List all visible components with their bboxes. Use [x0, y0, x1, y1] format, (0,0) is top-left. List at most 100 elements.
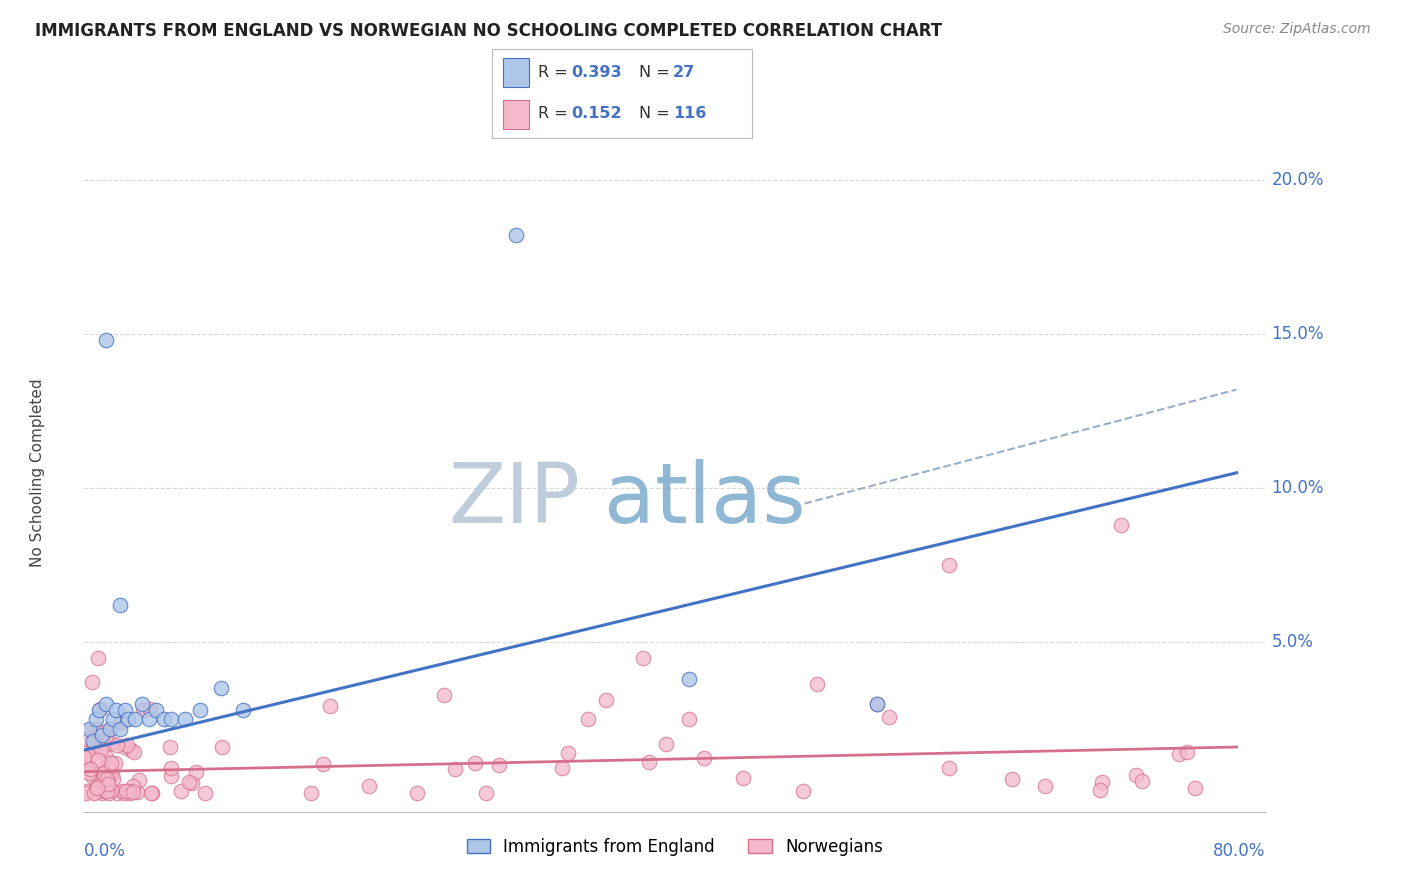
- Point: [1175, 745, 1198, 759]
- Point: [806, 677, 828, 691]
- Point: [84, 722, 107, 736]
- Point: [209, 681, 232, 696]
- Point: [79, 749, 101, 764]
- Bar: [502, 100, 529, 129]
- Bar: [502, 58, 529, 87]
- Point: [94, 750, 117, 764]
- Point: [132, 703, 155, 717]
- Point: [488, 758, 510, 772]
- Point: [188, 703, 211, 717]
- Point: [97, 786, 120, 800]
- Point: [93, 783, 115, 797]
- Point: [100, 756, 122, 770]
- Point: [117, 712, 139, 726]
- Point: [1125, 768, 1147, 782]
- Point: [110, 722, 132, 736]
- Point: [865, 697, 887, 711]
- Point: [114, 703, 136, 717]
- Text: 0.152: 0.152: [571, 106, 621, 121]
- Point: [160, 769, 183, 783]
- Point: [122, 785, 145, 799]
- Point: [557, 747, 579, 761]
- Text: 27: 27: [673, 65, 695, 80]
- Point: [125, 785, 148, 799]
- Point: [101, 712, 124, 726]
- Point: [128, 772, 150, 787]
- Text: 10.0%: 10.0%: [1271, 479, 1324, 497]
- Point: [86, 753, 108, 767]
- Point: [654, 737, 676, 751]
- Point: [107, 786, 129, 800]
- Point: [131, 697, 153, 711]
- Point: [433, 688, 456, 702]
- Point: [89, 763, 111, 777]
- Point: [90, 742, 112, 756]
- Text: Source: ZipAtlas.com: Source: ZipAtlas.com: [1223, 22, 1371, 37]
- Point: [631, 651, 654, 665]
- Point: [96, 772, 118, 787]
- Point: [87, 650, 110, 665]
- Point: [194, 786, 217, 800]
- Point: [114, 784, 136, 798]
- Point: [90, 728, 112, 742]
- Point: [94, 781, 117, 796]
- Point: [97, 777, 120, 791]
- Point: [186, 764, 208, 779]
- Text: 20.0%: 20.0%: [1271, 171, 1324, 189]
- Point: [100, 736, 122, 750]
- Point: [93, 772, 115, 786]
- Point: [76, 783, 98, 797]
- Point: [120, 743, 142, 757]
- Point: [84, 712, 107, 726]
- Point: [1168, 747, 1191, 762]
- Point: [86, 780, 108, 795]
- Point: [145, 703, 167, 717]
- Point: [96, 730, 118, 744]
- Point: [82, 770, 104, 784]
- Point: [159, 761, 181, 775]
- Point: [319, 699, 342, 714]
- Point: [124, 712, 146, 726]
- Point: [152, 712, 174, 726]
- Point: [84, 785, 107, 799]
- Point: [101, 772, 124, 786]
- Point: [112, 786, 135, 800]
- Point: [90, 765, 112, 780]
- Text: IMMIGRANTS FROM ENGLAND VS NORWEGIAN NO SCHOOLING COMPLETED CORRELATION CHART: IMMIGRANTS FROM ENGLAND VS NORWEGIAN NO …: [35, 22, 942, 40]
- Point: [877, 710, 900, 724]
- Text: 80.0%: 80.0%: [1213, 842, 1265, 860]
- Point: [232, 703, 254, 717]
- Point: [82, 740, 104, 755]
- Point: [211, 740, 233, 755]
- Point: [96, 772, 118, 786]
- Point: [111, 783, 134, 797]
- Point: [110, 599, 132, 613]
- Point: [80, 675, 103, 690]
- Text: R =: R =: [537, 65, 572, 80]
- Text: 116: 116: [673, 106, 706, 121]
- Point: [678, 712, 700, 726]
- Point: [181, 775, 204, 789]
- Point: [75, 756, 97, 771]
- Point: [637, 755, 659, 769]
- Point: [98, 770, 121, 784]
- Point: [77, 722, 100, 736]
- Point: [174, 712, 197, 726]
- Point: [93, 765, 115, 780]
- Point: [938, 558, 960, 573]
- Point: [359, 779, 381, 793]
- Text: 0.0%: 0.0%: [84, 842, 127, 860]
- Point: [98, 755, 121, 769]
- Point: [89, 702, 111, 716]
- Point: [86, 780, 108, 794]
- Point: [114, 739, 136, 754]
- Point: [94, 771, 117, 785]
- Point: [312, 756, 335, 771]
- Point: [110, 715, 132, 730]
- Point: [731, 771, 754, 785]
- Text: 15.0%: 15.0%: [1271, 325, 1324, 343]
- Point: [865, 697, 887, 711]
- Point: [76, 731, 98, 746]
- Point: [578, 712, 600, 726]
- Point: [159, 740, 181, 755]
